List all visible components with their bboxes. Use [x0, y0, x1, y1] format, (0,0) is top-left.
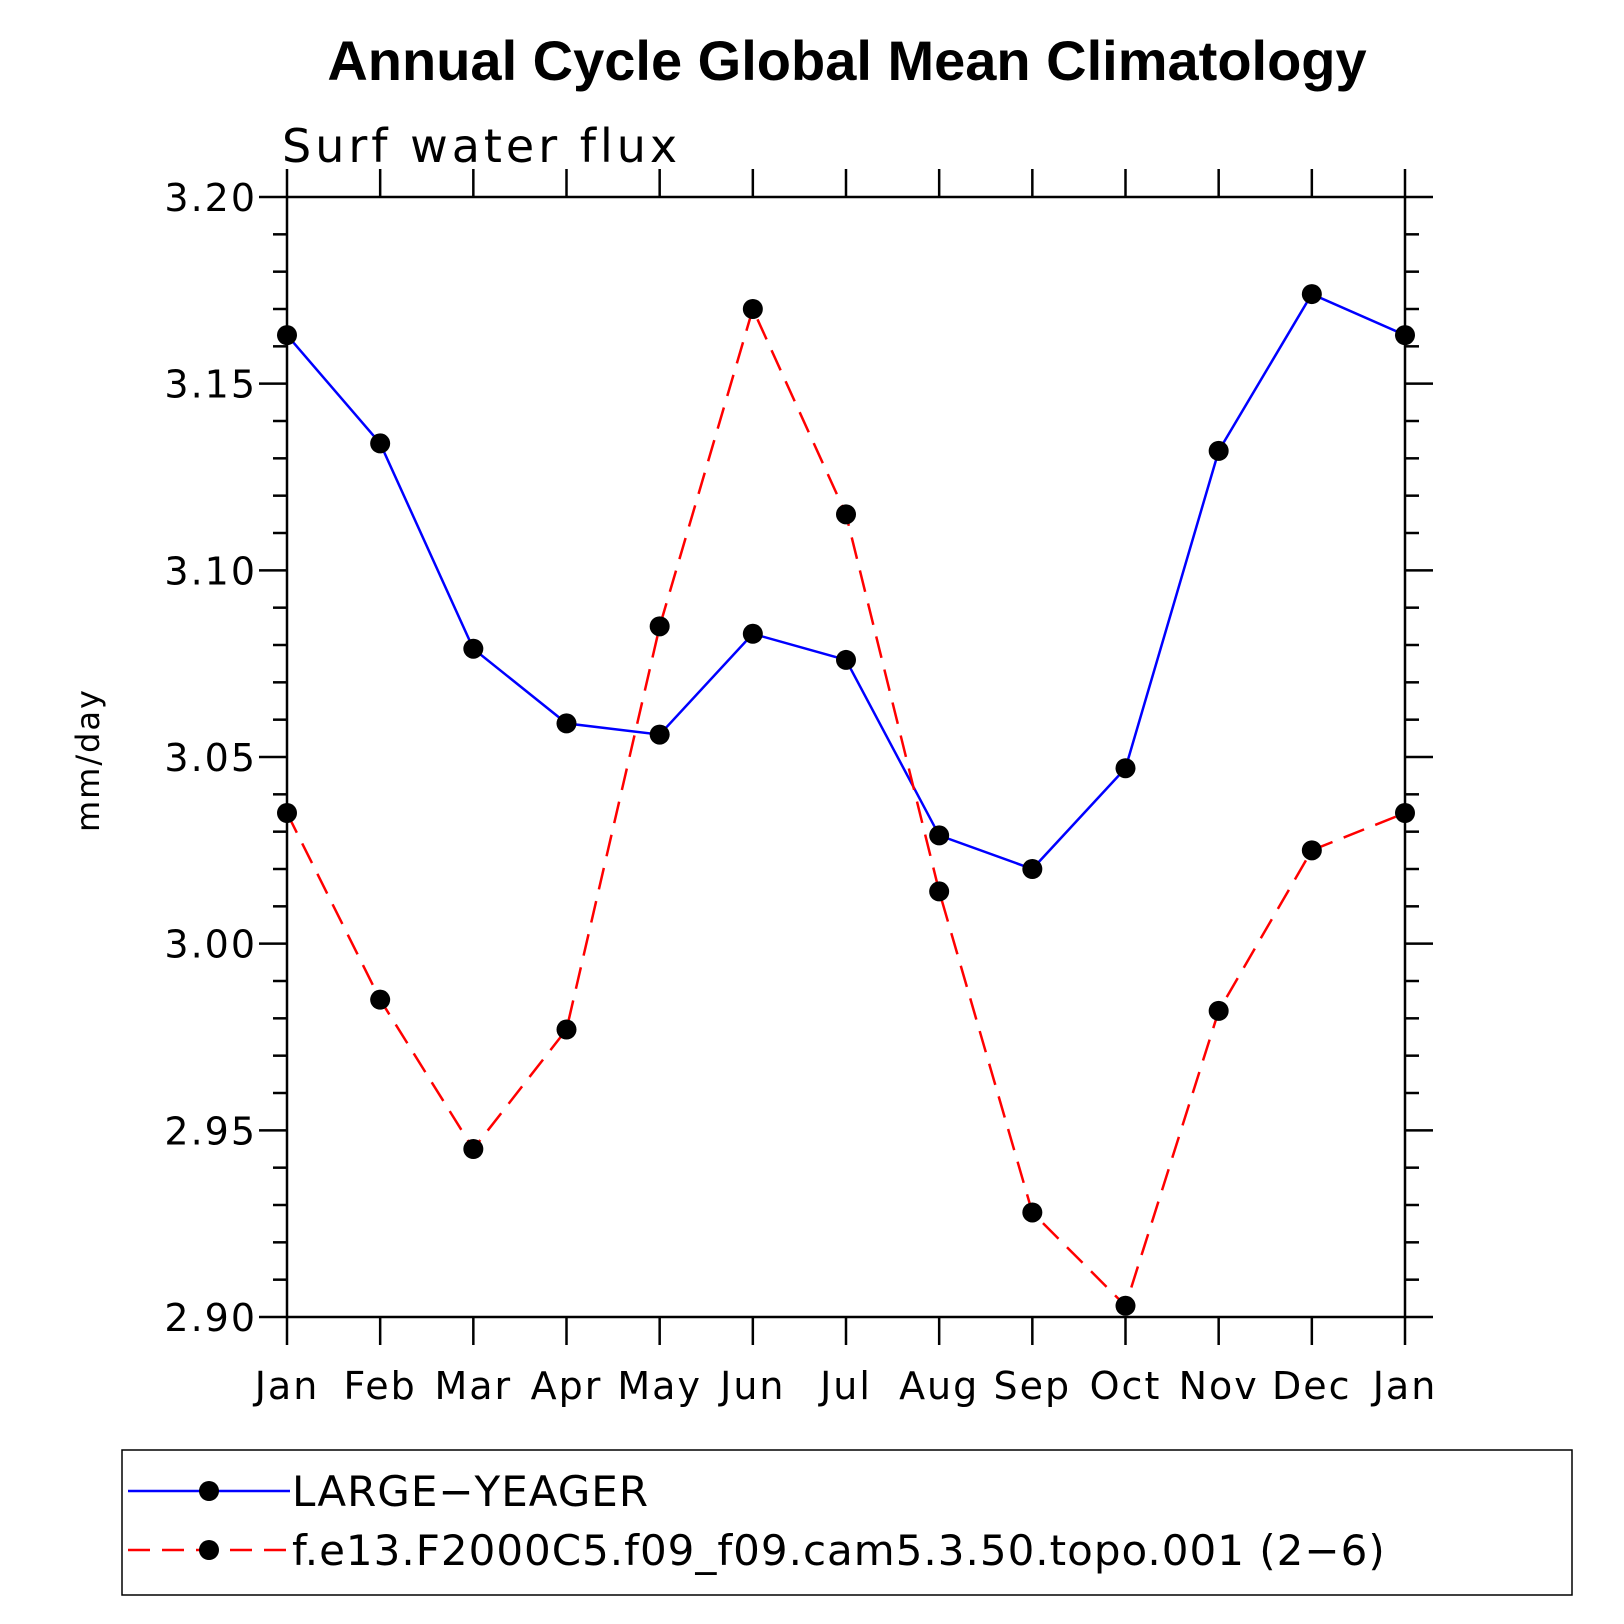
series-2-point [370, 989, 391, 1010]
x-tick-label: Jul [818, 1364, 872, 1408]
series-2-point [1301, 840, 1322, 861]
series-2-point [1022, 1202, 1043, 1223]
series-1-point [556, 713, 577, 734]
series-1-point [929, 825, 950, 846]
legend: LARGE−YEAGER f.e13.F2000C5.f09_f09.cam5.3… [121, 1449, 1573, 1596]
chart-title: Annual Cycle Global Mean Climatology [327, 29, 1366, 92]
y-tick-label: 2.90 [164, 1296, 257, 1340]
series-1-point [1208, 440, 1229, 461]
x-tick-label: May [617, 1364, 702, 1408]
series-2-point [836, 504, 856, 525]
series-1-point [836, 649, 856, 670]
y-tick-label: 3.05 [164, 736, 257, 780]
series-2-point [649, 616, 670, 637]
legend-box [121, 1449, 1573, 1596]
plot-frame [285, 195, 1407, 1319]
series-1-point [649, 724, 670, 745]
series-1-point [1115, 758, 1136, 779]
x-tick-label: Jun [718, 1364, 785, 1408]
series-2-point [556, 1019, 577, 1040]
axes: 2.90 2.95 3.00 3.05 3.10 3.15 3.20 Jan Feb Mar Apr… [164, 169, 1438, 1408]
legend-marker-1 [199, 1481, 219, 1501]
x-tick-label: Aug [899, 1364, 979, 1408]
series-line-1 [286, 292, 1406, 871]
x-tick-label: Sep [994, 1364, 1072, 1408]
series-2-point [929, 881, 950, 902]
x-tick-label: Apr [531, 1364, 603, 1408]
series-layer [277, 284, 1415, 1316]
x-tick-label: Oct [1090, 1364, 1162, 1408]
series-1-point [1301, 284, 1322, 305]
series-2-point [277, 803, 297, 823]
series-1-point [370, 433, 391, 454]
chart-subtitle: Surf water flux [282, 119, 681, 173]
legend-label-1: LARGE−YEAGER [292, 1467, 649, 1516]
series-1-point [1395, 325, 1415, 346]
series-1-point [742, 623, 763, 644]
y-tick-label: 3.20 [164, 176, 257, 220]
x-tick-label: Dec [1272, 1364, 1352, 1408]
x-tick-label: Mar [434, 1364, 512, 1408]
series-2-point [1395, 803, 1415, 823]
legend-marker-2 [199, 1540, 219, 1560]
series-1-point [1022, 859, 1043, 879]
y-axis-label: mm/day [69, 688, 107, 832]
series-2-point [1208, 1000, 1229, 1021]
series-line-2 [285, 305, 1406, 1309]
series-2-point [742, 299, 763, 319]
y-tick-label: 3.15 [164, 363, 257, 407]
y-tick-label: 2.95 [164, 1109, 257, 1153]
x-tick-label: Jan [1371, 1364, 1438, 1408]
y-tick-label: 3.10 [164, 549, 257, 593]
series-1-point [463, 638, 484, 659]
x-tick-label: Jan [253, 1364, 320, 1408]
x-tick-label: Feb [344, 1364, 417, 1408]
series-1-point [277, 325, 297, 346]
legend-label-2: f.e13.F2000C5.f09_f09.cam5.3.50.topo.001… [292, 1526, 1386, 1575]
series-2-point [1115, 1295, 1136, 1316]
y-tick-label: 3.00 [164, 923, 257, 967]
series-2-point [463, 1139, 484, 1159]
x-tick-label: Nov [1179, 1364, 1259, 1408]
